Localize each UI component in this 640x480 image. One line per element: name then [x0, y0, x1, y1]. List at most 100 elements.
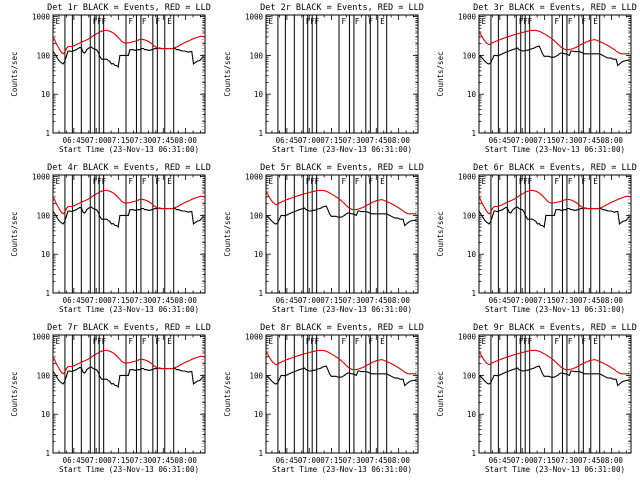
- flag-label: E: [167, 337, 172, 346]
- flag-label: F: [310, 177, 315, 186]
- flag-label: F: [102, 337, 107, 346]
- x-axis-label: Start Time (23-Nov-13 06:31:00): [272, 465, 412, 474]
- y-tick-label: 1000: [32, 333, 51, 342]
- lld-series-line: [52, 349, 204, 375]
- flag-label: E: [593, 177, 598, 186]
- x-tick-label: 08:00: [174, 136, 197, 145]
- x-axis-label: Start Time (23-Nov-13 06:31:00): [485, 465, 625, 474]
- x-tick-label: 07:45: [152, 136, 175, 145]
- detector-panel: Det 9r BLACK = Events, RED = LLD 1 10 100 10…: [436, 323, 637, 474]
- x-tick-label: 07:00: [511, 136, 534, 145]
- x-tick-label: 07:00: [298, 456, 321, 465]
- plot-frame: [265, 174, 419, 294]
- y-tick-label: 1: [45, 129, 50, 138]
- flag-label: E: [167, 177, 172, 186]
- x-tick-label: 06:45: [276, 296, 299, 305]
- events-series-line: [52, 46, 204, 69]
- lld-series-line: [478, 189, 630, 215]
- flag-label: F: [310, 17, 315, 26]
- y-axis-label: Counts/sec: [436, 211, 445, 256]
- x-axis-label: Start Time (23-Nov-13 06:31:00): [59, 465, 199, 474]
- x-axis-label: Start Time (23-Nov-13 06:31:00): [485, 305, 625, 314]
- flag-label: F: [306, 17, 311, 26]
- flag-label: F: [581, 337, 586, 346]
- y-tick-label: 10: [254, 90, 264, 99]
- y-tick-label: 1000: [458, 13, 477, 22]
- y-tick-label: 1000: [245, 333, 264, 342]
- flag-label: F: [142, 177, 147, 186]
- x-tick-label: 07:30: [130, 296, 153, 305]
- flag-label: F: [142, 17, 147, 26]
- flag-label: F: [523, 177, 528, 186]
- y-axis-label: Counts/sec: [10, 51, 19, 96]
- x-tick-label: 06:45: [489, 296, 512, 305]
- events-series-line: [52, 206, 204, 229]
- flag-label: E: [481, 17, 486, 26]
- y-tick-label: 1: [471, 289, 476, 298]
- flag-label: E: [55, 177, 60, 186]
- x-tick-label: 08:00: [600, 296, 623, 305]
- lld-series-line: [478, 29, 630, 55]
- x-tick-label: 07:30: [343, 136, 366, 145]
- flag-label: E: [55, 337, 60, 346]
- flag-label: F: [355, 177, 360, 186]
- y-axis-label: Counts/sec: [223, 51, 232, 96]
- detector-panel: Det 3r BLACK = Events, RED = LLD 1 10 100 10…: [436, 3, 637, 154]
- x-tick-label: 07:15: [533, 136, 556, 145]
- x-tick-label: 07:30: [130, 136, 153, 145]
- x-tick-label: 08:00: [387, 296, 410, 305]
- x-tick-label: 07:00: [298, 136, 321, 145]
- x-axis-label: Start Time (23-Nov-13 06:31:00): [272, 145, 412, 154]
- x-tick-label: 07:15: [107, 296, 130, 305]
- flag-label: F: [581, 17, 586, 26]
- flag-label: F: [519, 17, 524, 26]
- lld-series-line: [478, 349, 630, 375]
- x-tick-label: 07:00: [85, 136, 108, 145]
- y-tick-label: 100: [249, 371, 263, 380]
- y-tick-label: 100: [36, 371, 50, 380]
- events-series-line: [265, 205, 417, 227]
- events-series-line: [478, 45, 630, 67]
- flag-label: F: [93, 177, 98, 186]
- y-tick-label: 1000: [32, 173, 51, 182]
- flag-label: E: [167, 17, 172, 26]
- plot-frame: [52, 334, 206, 454]
- x-axis-label: Start Time (23-Nov-13 06:31:00): [272, 305, 412, 314]
- lld-series-line: [52, 189, 204, 215]
- x-tick-label: 07:30: [556, 456, 579, 465]
- flag-label: F: [519, 177, 524, 186]
- flag-label: F: [102, 177, 107, 186]
- flag-label: F: [142, 337, 147, 346]
- y-tick-label: 10: [467, 250, 477, 259]
- flag-label: F: [523, 337, 528, 346]
- flag-label: F: [315, 177, 320, 186]
- flag-label: F: [555, 177, 560, 186]
- y-tick-label: 100: [462, 51, 476, 60]
- panel-title: Det 2r BLACK = Events, RED = LLD: [260, 3, 424, 13]
- plot-frame: [478, 14, 632, 134]
- y-tick-label: 1000: [245, 13, 264, 22]
- x-tick-label: 07:15: [320, 456, 343, 465]
- flag-label: E: [380, 177, 385, 186]
- panel-title: Det 4r BLACK = Events, RED = LLD: [47, 163, 211, 173]
- panel-title: Det 8r BLACK = Events, RED = LLD: [260, 323, 424, 333]
- y-tick-label: 1: [258, 129, 263, 138]
- flag-label: E: [481, 337, 486, 346]
- y-tick-label: 10: [467, 90, 477, 99]
- flag-label: F: [368, 177, 373, 186]
- x-tick-label: 07:45: [365, 456, 388, 465]
- y-tick-label: 1: [258, 449, 263, 458]
- flag-label: E: [268, 17, 273, 26]
- x-tick-label: 07:45: [365, 296, 388, 305]
- flag-label: F: [368, 337, 373, 346]
- y-tick-label: 100: [36, 51, 50, 60]
- y-tick-label: 1000: [458, 333, 477, 342]
- x-tick-label: 08:00: [387, 136, 410, 145]
- flag-label: F: [155, 17, 160, 26]
- flag-label: F: [568, 177, 573, 186]
- x-tick-label: 07:45: [578, 296, 601, 305]
- x-tick-label: 07:30: [130, 456, 153, 465]
- x-tick-label: 07:30: [343, 456, 366, 465]
- x-tick-label: 07:00: [85, 296, 108, 305]
- x-tick-label: 07:15: [320, 136, 343, 145]
